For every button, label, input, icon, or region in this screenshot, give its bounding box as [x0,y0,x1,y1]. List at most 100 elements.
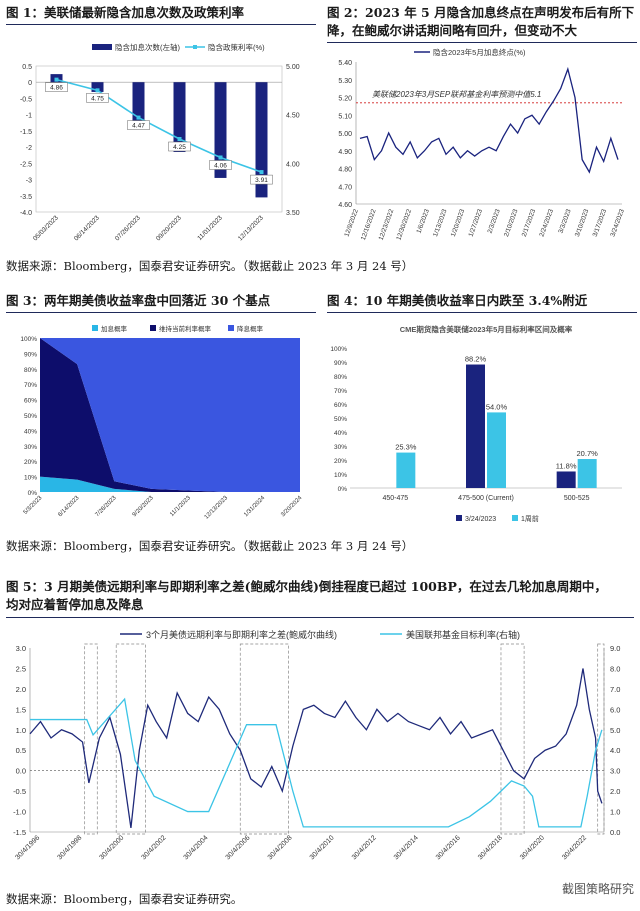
fig4-bar [466,364,485,488]
fig1-rate-point [54,77,59,82]
fig5-y2-tick-label: 2.0 [610,787,620,796]
fig1-bar [255,82,268,198]
fig3-legend-swatch [228,325,234,331]
fig1-chart: 0.5 0 -0.5 -1 -1.5 -2 -2.5 -3 -3.5 -4.0 5.00 4.50 4.… [20,42,300,242]
fig1-rule [6,24,316,25]
fig4-y-tick-label: 100% [330,346,347,353]
fig4-y-tick-label: 10% [334,472,347,479]
fig2-y-tick-label: 5.40 [338,60,352,67]
fig5-y2-tick-label: 1.0 [610,808,620,817]
fig1-data-label: 4.75 [91,95,104,102]
fig5-highlight-box [597,643,605,835]
fig5-y-tick-label: 3.0 [16,644,26,653]
fig2-series-line [359,66,619,174]
fig5-legend-label: 美国联邦基金目标利率(右轴) [406,629,520,640]
fig4-y-tick-label: 70% [334,388,347,395]
fig5-y2-tick-label: 9.0 [610,644,620,653]
fig1-plot-frame [35,65,283,213]
fig1-legend-line: 隐含政策利率(%) [208,42,265,52]
fig4-y-tick-label: 50% [334,416,347,423]
fig5-x-tick-label: 30/4/2012 [351,834,378,861]
fig1-y-tick-label: -1.5 [20,129,32,136]
fig1-data-label-box [209,160,232,170]
fig5-highlight-box [500,643,525,835]
fig5-y-tick-label: 0.0 [16,767,26,776]
fig5-rule [6,617,634,618]
fig1-y-tick-label: -2 [26,145,32,152]
fig1-x-tick-label: 07/26/2023 [114,214,142,242]
fig1-x-tick-label: 11/01/2023 [196,214,224,242]
fig5-y2-tick-label: 0.0 [610,828,620,837]
fig5-x-tick-label: 30/4/2002 [141,834,168,861]
fig3-y-tick-label: 10% [24,475,37,482]
fig1-x-tick-label: 09/20/2023 [155,214,183,242]
fig3-y-tick-label: 100% [20,336,37,343]
fig4-y-tick-label: 60% [334,402,347,409]
fig2-x-tick-label: 2/17/2023 [521,208,538,238]
fig3-legend-label: 维持当前利率概率 [159,324,212,333]
fig5-x-tick-label: 30/4/2020 [519,834,546,861]
fig1-rate-point [218,155,223,160]
fig1-rate-point [177,137,182,141]
fig2-x-tick-label: 12/9/2022 [343,208,360,238]
fig2-x-tick-label: 3/10/2023 [574,208,591,238]
fig2-y-tick-label: 4.70 [338,184,352,191]
fig4-bar [396,452,416,488]
fig2-rule [327,42,637,43]
fig5-y-tick-label: 1.0 [16,726,26,735]
fig3-y-tick-label: 20% [24,459,37,466]
fig5-legend-label: 3个月美债远期利率与即期利率之差(鲍威尔曲线) [146,629,337,640]
fig1-bar [132,82,145,125]
fig2-chart: 5.40 5.30 5.20 5.10 5.00 4.90 4.80 4.70 4.6012/9… [338,47,626,241]
fig3-y-tick-label: 60% [24,398,37,405]
fig2-x-tick-label: 12/30/2022 [395,208,413,241]
fig5-y-tick-label: -1.5 [13,828,26,837]
fig5-x-tick-label: 30/4/2008 [267,834,294,861]
fig5-y-tick-label: -0.5 [13,787,26,796]
fig5-x-tick-label: 30/4/2014 [393,834,420,861]
fig3-y-tick-label: 50% [24,413,37,420]
fig4-y-tick-label: 40% [334,430,347,437]
fig2-y-tick-label: 5.00 [338,131,352,138]
fig1-bar [214,82,227,178]
fig3-legend-label: 降息概率 [237,324,264,333]
fig4-y-tick-label: 20% [334,458,347,465]
fig3-y-tick-label: 30% [24,444,37,451]
fig1-bar [173,82,186,152]
fig5-x-tick-label: 30/4/2000 [98,834,125,861]
fig2-x-tick-label: 3/24/2023 [609,208,626,238]
fig5-y2-tick-label: 3.0 [610,767,620,776]
fig3-area-2 [40,338,300,492]
fig2-y-tick-label: 5.30 [338,78,352,85]
fig4-data-label: 11.8% [556,461,577,470]
fig5-y-tick-label: 2.0 [16,685,26,694]
fig5-x-tick-label: 30/4/2006 [225,834,252,861]
fig3-y-tick-label: 80% [24,367,37,374]
fig3-legend-swatch [92,325,98,331]
fig5-y2-tick-label: 8.0 [610,664,620,673]
fig2-x-tick-label: 1/13/2023 [432,208,449,238]
fig5-x-tick-label: 30/4/2004 [183,834,210,861]
fig1-data-label: 4.25 [173,144,186,151]
fig2-x-tick-label: 1/6/2023 [416,208,431,235]
fig2-y-tick-label: 5.10 [338,113,352,120]
fig2-title-line1: 图 2：2023 年 5 月隐含加息终点在声明发布后有所下 [327,5,635,20]
fig2-x-tick-label: 1/27/2023 [468,208,485,238]
fig1-y2-tick-label: 3.50 [286,210,300,217]
fig1-legend-swatch-bars [92,44,112,50]
fig5-x-tick-label: 30/4/1996 [14,834,41,861]
fig4-rule [327,312,637,313]
fig2-x-tick-label: 3/17/2023 [592,208,609,238]
fig5-x-tick-label: 30/4/1998 [56,834,83,861]
fig3-title: 图 3：两年期美债收益率盘中回落近 30 个基点 [6,293,271,308]
fig4-chart-title: CME期货隐含美联储2023年5月目标利率区间及概率 [400,324,573,334]
fig1-y2-tick-label: 5.00 [286,64,300,71]
fig2-x-tick-label: 2/24/2023 [538,208,555,238]
fig5-x-tick-label: 30/4/2022 [561,834,588,861]
fig5-x-tick-label: 30/4/2018 [477,834,504,861]
fig1-y2-tick-label: 4.50 [286,113,300,120]
fig1-bar [91,82,104,92]
fig4-legend-label: 1周前 [521,514,539,523]
fig4-chart: CME期货隐含美联储2023年5月目标利率区间及概率 100% 90% 80% 70% 6… [330,324,622,523]
fig4-y-tick-label: 0% [338,486,348,493]
